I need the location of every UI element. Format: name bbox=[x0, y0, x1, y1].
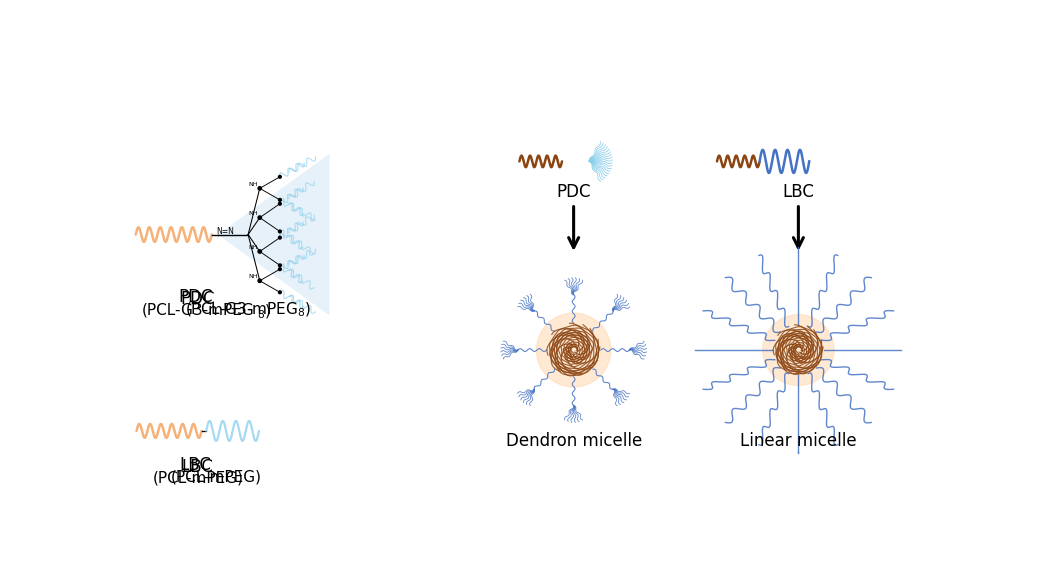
Circle shape bbox=[279, 291, 282, 294]
Circle shape bbox=[279, 175, 282, 178]
Text: (PCL-G3-mPEG$_8$): (PCL-G3-mPEG$_8$) bbox=[185, 301, 310, 319]
Text: PDC: PDC bbox=[180, 290, 215, 308]
Circle shape bbox=[279, 264, 282, 267]
Text: LBC: LBC bbox=[783, 183, 814, 201]
Text: NH: NH bbox=[249, 245, 258, 250]
Circle shape bbox=[279, 230, 282, 233]
Circle shape bbox=[279, 268, 282, 271]
Text: (PCL-G3-mPEG: (PCL-G3-mPEG bbox=[141, 302, 254, 317]
Circle shape bbox=[279, 198, 282, 201]
Text: Linear micelle: Linear micelle bbox=[740, 432, 857, 450]
Circle shape bbox=[279, 202, 282, 205]
Text: N=N: N=N bbox=[216, 227, 234, 236]
Circle shape bbox=[279, 236, 282, 239]
Circle shape bbox=[536, 313, 611, 387]
Circle shape bbox=[763, 315, 835, 385]
Text: LBC: LBC bbox=[179, 457, 211, 474]
Text: (PCL-mPEG): (PCL-mPEG) bbox=[152, 470, 244, 485]
Circle shape bbox=[258, 279, 262, 282]
Text: Dendron micelle: Dendron micelle bbox=[505, 432, 641, 450]
Polygon shape bbox=[218, 154, 329, 316]
Circle shape bbox=[258, 187, 262, 190]
Text: $_8$): $_8$) bbox=[257, 302, 271, 321]
Text: NH: NH bbox=[249, 211, 258, 216]
Text: NH: NH bbox=[249, 182, 258, 187]
Circle shape bbox=[258, 250, 262, 253]
Circle shape bbox=[258, 216, 262, 219]
Text: PDC: PDC bbox=[556, 183, 591, 201]
Text: NH: NH bbox=[249, 274, 258, 279]
Text: (PCL-mPEG): (PCL-mPEG) bbox=[171, 469, 262, 484]
Text: PDC: PDC bbox=[178, 289, 213, 306]
Text: LBC: LBC bbox=[181, 458, 214, 476]
